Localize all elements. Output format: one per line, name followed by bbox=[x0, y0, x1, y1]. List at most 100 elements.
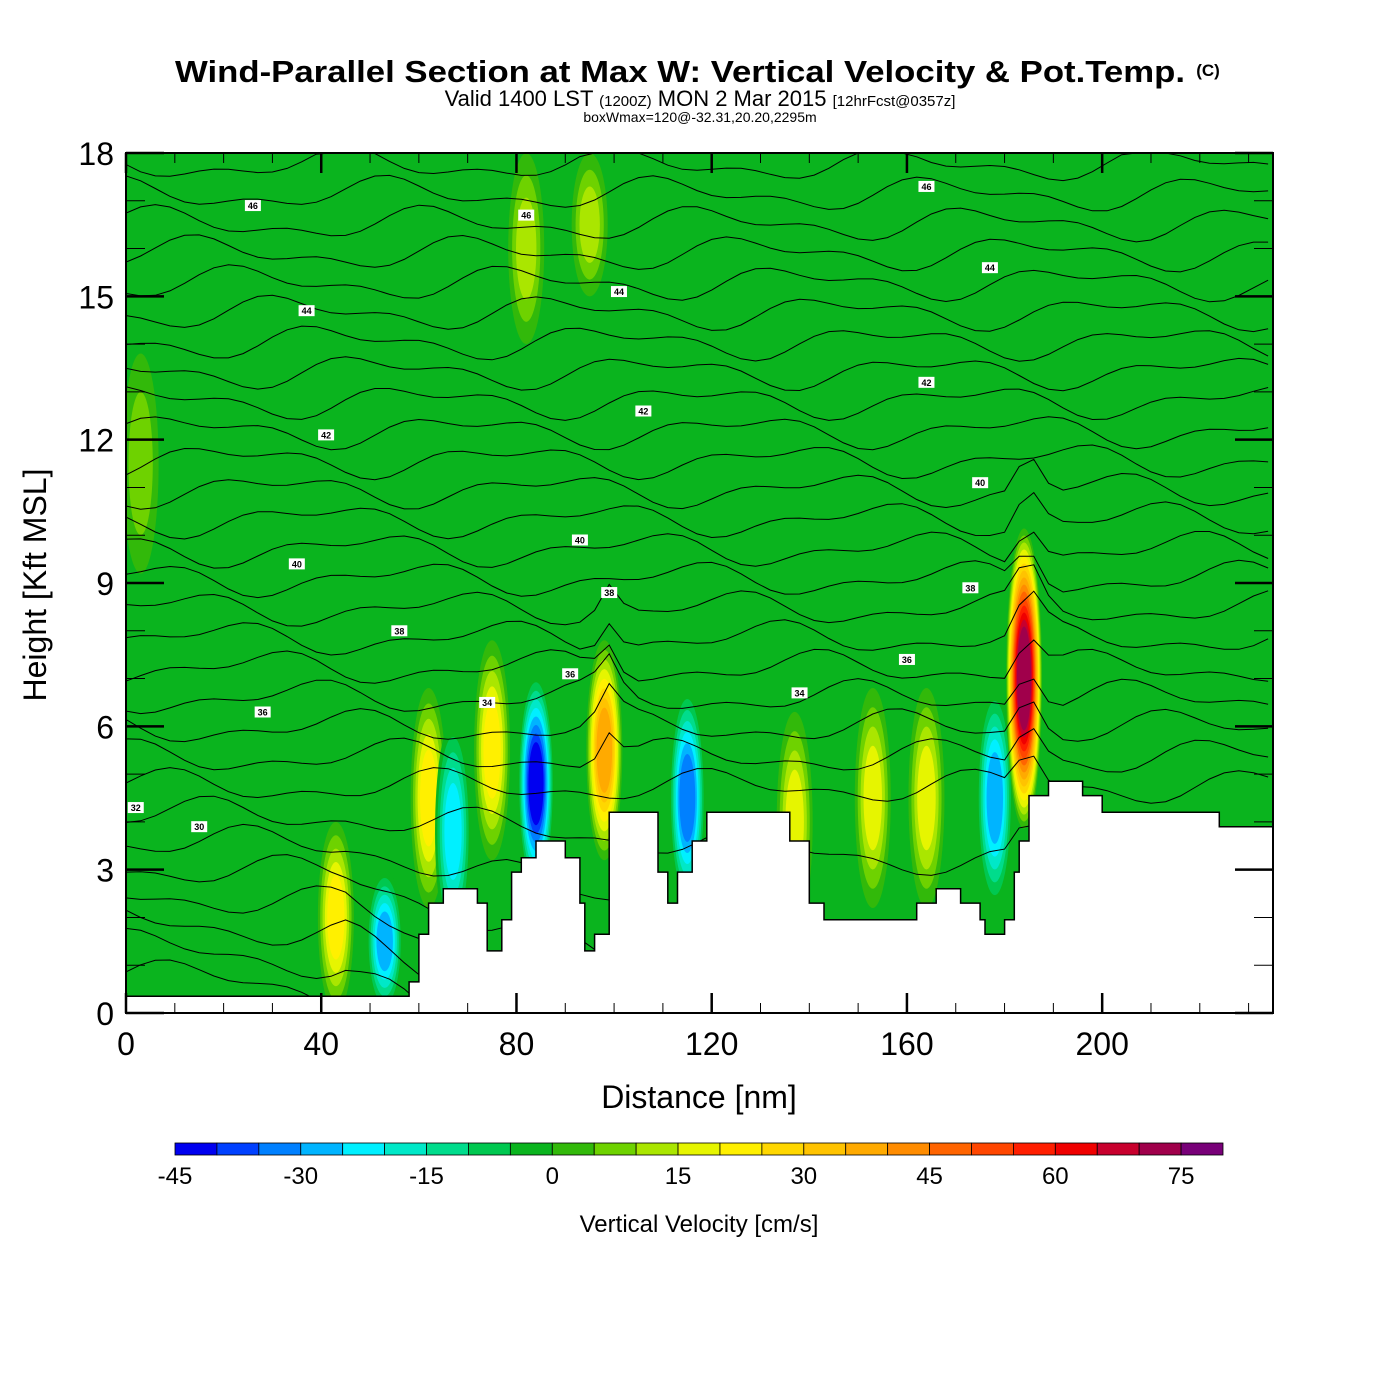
theta-contour-line bbox=[126, 416, 1269, 451]
contour-label-text: 44 bbox=[302, 306, 312, 316]
theta-contour-line bbox=[126, 356, 1269, 392]
colorbar-swatch bbox=[635, 1142, 679, 1156]
contour-label: 36 bbox=[898, 653, 915, 665]
velocity-feature bbox=[508, 153, 545, 345]
valid-time: Valid 1400 LST bbox=[445, 86, 593, 111]
contour-label-text: 36 bbox=[902, 655, 912, 665]
theta-contour-line bbox=[126, 564, 1269, 627]
contour-label-bg bbox=[601, 587, 618, 599]
y-tick-label: 18 bbox=[78, 136, 114, 172]
x-tick-label: 80 bbox=[499, 1026, 535, 1062]
contour-label-text: 42 bbox=[638, 407, 648, 417]
contour-label-text: 34 bbox=[482, 698, 492, 708]
contour-label: 42 bbox=[318, 429, 335, 441]
colorbar-tick-label: 60 bbox=[1042, 1163, 1069, 1190]
colorbar-swatch bbox=[929, 1142, 972, 1156]
velocity-band bbox=[986, 752, 1004, 844]
contour-label: 36 bbox=[562, 668, 579, 680]
contour-label-bg bbox=[318, 429, 335, 441]
contour-label: 36 bbox=[254, 706, 271, 718]
velocity-band bbox=[376, 911, 393, 972]
x-axis: 0 40 80 120 160 200 bbox=[117, 153, 1250, 1062]
contour-label-text: 36 bbox=[258, 708, 268, 718]
contour-label-bg bbox=[298, 305, 315, 317]
contour-label-text: 46 bbox=[248, 201, 258, 211]
velocity-feature bbox=[517, 673, 554, 894]
velocity-band bbox=[128, 392, 153, 536]
theta-contour-line bbox=[126, 491, 1269, 540]
box-info: boxWmax=120@-32.31,20.20,2295m bbox=[583, 109, 816, 125]
contour-label: 46 bbox=[518, 209, 535, 221]
theta-contour-line bbox=[126, 458, 1269, 510]
theta-contours bbox=[126, 153, 1269, 1013]
colorbar-swatch bbox=[342, 1142, 385, 1156]
contour-label-bg bbox=[571, 534, 588, 546]
colorbar-swatch bbox=[1096, 1142, 1140, 1156]
velocity-band bbox=[444, 783, 462, 880]
colorbar-swatch bbox=[258, 1142, 302, 1156]
contour-label: 38 bbox=[962, 582, 979, 594]
y-axis-label: Height [Kft MSL] bbox=[17, 469, 53, 702]
contour-label-text: 40 bbox=[975, 478, 985, 488]
y-tick-label: 3 bbox=[96, 853, 114, 889]
theta-contour-line bbox=[126, 294, 1269, 333]
colorbar-swatch bbox=[426, 1142, 469, 1156]
colorbar-swatch bbox=[1138, 1142, 1182, 1156]
contour-label-text: 44 bbox=[985, 263, 995, 273]
velocity-feature bbox=[474, 640, 511, 861]
colorbar-swatch bbox=[971, 1142, 1014, 1156]
theta-contour-line bbox=[126, 386, 1269, 421]
colorbar-swatch bbox=[384, 1142, 427, 1156]
colorbar-swatch bbox=[300, 1142, 344, 1156]
contour-label: 38 bbox=[391, 625, 408, 637]
colorbar-swatch bbox=[761, 1142, 805, 1156]
contour-label-text: 38 bbox=[394, 626, 404, 636]
theta-contour-line bbox=[126, 555, 1269, 599]
velocity-band bbox=[596, 707, 613, 793]
contour-label-text: 44 bbox=[614, 287, 624, 297]
velocity-feature bbox=[571, 153, 608, 297]
velocity-band bbox=[419, 749, 438, 847]
terrain-mask bbox=[126, 780, 1273, 1013]
velocity-band bbox=[579, 186, 600, 263]
velocity-band bbox=[679, 754, 696, 842]
y-tick-label: 12 bbox=[78, 423, 114, 459]
colorbar-swatch bbox=[1054, 1142, 1098, 1156]
colorbar-swatch bbox=[216, 1142, 260, 1156]
contour-label-bg bbox=[981, 262, 998, 274]
contour-label-text: 38 bbox=[604, 588, 614, 598]
colorbar-tick-label: 45 bbox=[916, 1163, 943, 1190]
y-tick-label: 0 bbox=[96, 996, 114, 1032]
theta-contour-line bbox=[126, 639, 1269, 684]
chart-title-text: Wind-Parallel Section at Max W: Vertical… bbox=[175, 54, 1185, 89]
colorbar-swatch bbox=[1180, 1142, 1224, 1156]
contour-label-bg bbox=[635, 405, 652, 417]
colorbar-tick-label: 75 bbox=[1168, 1163, 1195, 1190]
contour-labels: 46 46 46 44 44 44 42 42 42 40 40 40 38 38 38 36 36 36 34 34… bbox=[127, 180, 998, 833]
contour-label: 46 bbox=[918, 180, 935, 192]
theta-contour-line bbox=[126, 652, 1269, 715]
theta-contour-line bbox=[126, 909, 1269, 1013]
contour-label-text: 32 bbox=[131, 803, 141, 813]
velocity-features bbox=[126, 153, 1043, 1013]
contour-label: 40 bbox=[972, 477, 989, 489]
chart-subtitle: Valid 1400 LST (1200Z) MON 2 Mar 2015 [1… bbox=[445, 86, 956, 111]
colorbar-swatch bbox=[719, 1142, 763, 1156]
contour-label-text: 46 bbox=[921, 182, 931, 192]
theta-contour-line bbox=[126, 174, 1269, 212]
plot-area: 46 46 46 44 44 44 42 42 42 40 40 40 38 38 38 36 36 36 34 34… bbox=[126, 153, 1273, 1013]
contour-label: 44 bbox=[298, 305, 315, 317]
velocity-feature bbox=[1006, 528, 1043, 829]
colorbar-tick-label: 30 bbox=[790, 1163, 817, 1190]
chart-title: Wind-Parallel Section at Max W: Vertical… bbox=[175, 54, 1185, 89]
contour-label: 42 bbox=[635, 405, 652, 417]
theta-contour-line bbox=[126, 682, 1269, 743]
valid-date: MON 2 Mar 2015 bbox=[658, 86, 827, 111]
velocity-band bbox=[1016, 626, 1032, 731]
contour-label-text: 42 bbox=[921, 378, 931, 388]
colorbar-title: Vertical Velocity [cm/s] bbox=[580, 1211, 819, 1238]
theta-contour-line bbox=[126, 531, 1269, 569]
y-tick-label: 15 bbox=[78, 279, 114, 315]
contour-label: 40 bbox=[288, 558, 305, 570]
